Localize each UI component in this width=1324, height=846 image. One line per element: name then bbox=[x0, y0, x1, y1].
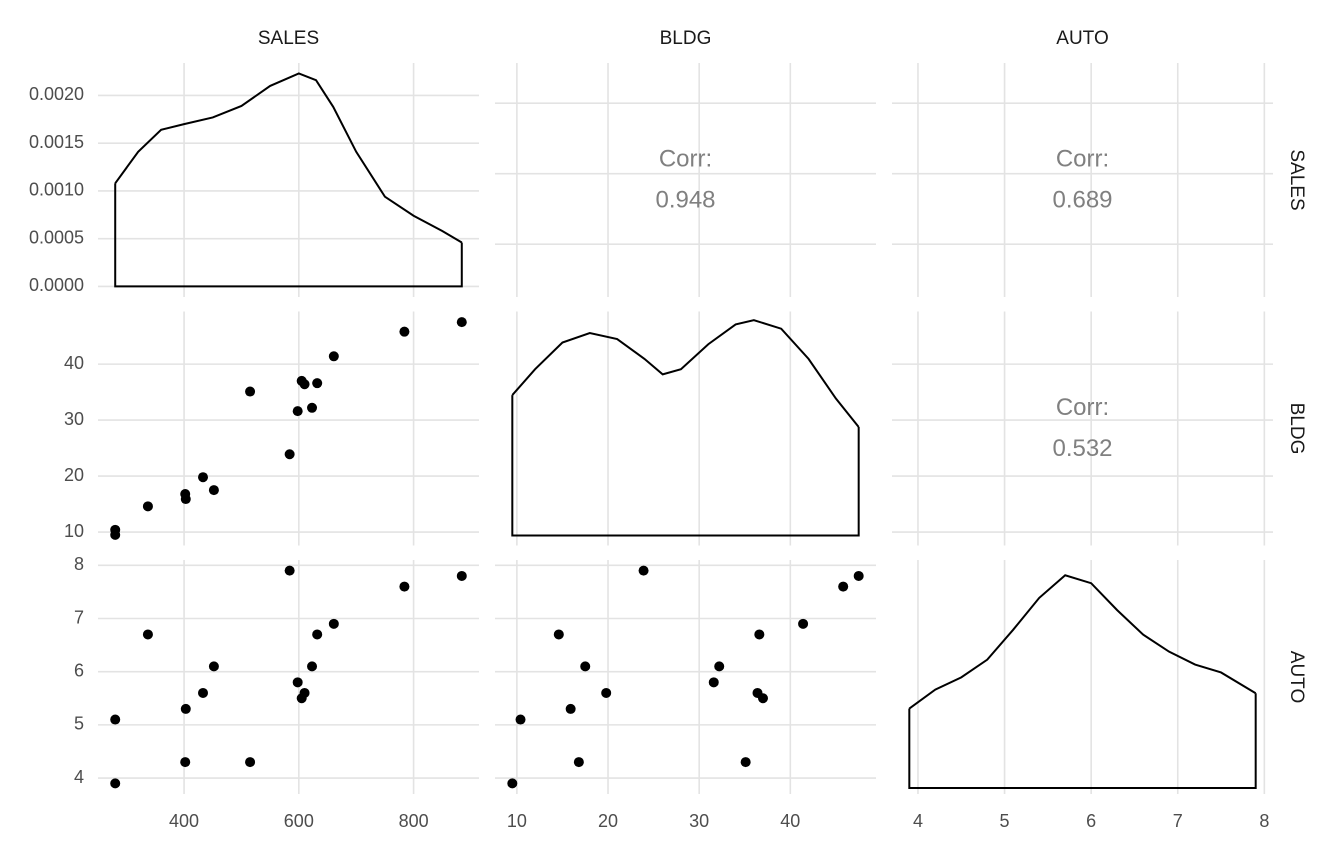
scatter-point bbox=[798, 618, 809, 629]
strip-top: BLDG bbox=[660, 28, 712, 49]
scatter-point bbox=[714, 661, 725, 672]
x-tick-label: 30 bbox=[689, 811, 709, 831]
scatter-point bbox=[296, 375, 307, 386]
x-tick-label: 5 bbox=[1000, 811, 1010, 831]
corr-label: Corr: bbox=[1056, 394, 1109, 421]
y-tick-label: 0.0020 bbox=[29, 84, 84, 104]
scatter-point bbox=[198, 687, 209, 698]
scatter-point bbox=[565, 703, 576, 714]
corr-value: 0.532 bbox=[1052, 435, 1112, 462]
strip-right: BLDG bbox=[1286, 403, 1307, 455]
scatter-point bbox=[507, 778, 518, 789]
corr-value: 0.689 bbox=[1052, 186, 1112, 213]
scatter-point bbox=[312, 378, 323, 389]
x-tick-label: 800 bbox=[399, 811, 429, 831]
scatter-point bbox=[328, 351, 339, 362]
y-tick-label: 0.0005 bbox=[29, 227, 84, 247]
scatter-point bbox=[284, 565, 295, 576]
density-curve bbox=[511, 319, 860, 428]
scatter-point bbox=[142, 501, 153, 512]
y-tick-label: 10 bbox=[64, 521, 84, 541]
scatter-point bbox=[180, 757, 191, 768]
x-tick-label: 6 bbox=[1086, 811, 1096, 831]
x-tick-label: 40 bbox=[780, 811, 800, 831]
x-tick-label: 4 bbox=[913, 811, 923, 831]
scatter-point bbox=[180, 703, 191, 714]
strip-right: SALES bbox=[1286, 149, 1307, 210]
scatter-point bbox=[853, 570, 864, 581]
x-tick-label: 600 bbox=[284, 811, 314, 831]
scatter-point bbox=[638, 565, 649, 576]
x-tick-label: 7 bbox=[1173, 811, 1183, 831]
scatter-point bbox=[142, 629, 153, 640]
density-base bbox=[908, 693, 1257, 790]
scatter-point bbox=[601, 687, 612, 698]
corr-label: Corr: bbox=[1056, 145, 1109, 172]
x-tick-label: 10 bbox=[507, 811, 527, 831]
scatter-point bbox=[328, 618, 339, 629]
scatter-point bbox=[307, 661, 318, 672]
density-curve bbox=[114, 72, 463, 244]
scatter-point bbox=[284, 449, 295, 460]
scatter-point bbox=[573, 757, 584, 768]
y-tick-label: 0.0010 bbox=[29, 180, 84, 200]
strip-top: AUTO bbox=[1056, 28, 1108, 49]
scatter-point bbox=[399, 581, 410, 592]
scatter-point bbox=[740, 757, 751, 768]
scatter-point bbox=[110, 524, 121, 535]
x-tick-label: 8 bbox=[1259, 811, 1269, 831]
corr-label: Corr: bbox=[659, 145, 712, 172]
scatter-point bbox=[245, 757, 256, 768]
y-tick-label: 5 bbox=[74, 714, 84, 734]
scatter-point bbox=[208, 661, 219, 672]
scatter-point bbox=[198, 472, 209, 483]
scatter-point bbox=[292, 677, 303, 688]
scatter-point bbox=[110, 714, 121, 725]
scatter-point bbox=[245, 386, 256, 397]
scatter-point bbox=[708, 677, 719, 688]
y-tick-label: 7 bbox=[74, 607, 84, 627]
y-tick-label: 4 bbox=[74, 767, 84, 787]
scatter-point bbox=[515, 714, 526, 725]
corr-value: 0.948 bbox=[655, 186, 715, 213]
scatter-point bbox=[296, 693, 307, 704]
y-tick-label: 8 bbox=[74, 554, 84, 574]
density-base bbox=[114, 183, 463, 288]
y-tick-label: 40 bbox=[64, 353, 84, 373]
scatter-point bbox=[307, 402, 318, 413]
strip-right: AUTO bbox=[1286, 651, 1307, 703]
scatter-point bbox=[208, 485, 219, 496]
y-tick-label: 0.0015 bbox=[29, 132, 84, 152]
scatter-point bbox=[292, 406, 303, 417]
scatter-point bbox=[399, 326, 410, 337]
scatter-point bbox=[312, 629, 323, 640]
scatter-point bbox=[580, 661, 591, 672]
scatter-point bbox=[456, 570, 467, 581]
scatter-point bbox=[180, 488, 191, 499]
scatter-point bbox=[757, 693, 768, 704]
scatter-point bbox=[754, 629, 765, 640]
scatter-point bbox=[838, 581, 849, 592]
scatter-point bbox=[456, 317, 467, 328]
density-curve bbox=[908, 574, 1257, 710]
density-base bbox=[511, 395, 860, 537]
scatter-point bbox=[553, 629, 564, 640]
y-tick-label: 20 bbox=[64, 465, 84, 485]
y-tick-label: 30 bbox=[64, 409, 84, 429]
y-tick-label: 0.0000 bbox=[29, 275, 84, 295]
scatter-point bbox=[110, 778, 121, 789]
strip-top: SALES bbox=[258, 28, 319, 49]
x-tick-label: 20 bbox=[598, 811, 618, 831]
x-tick-label: 400 bbox=[169, 811, 199, 831]
y-tick-label: 6 bbox=[74, 660, 84, 680]
